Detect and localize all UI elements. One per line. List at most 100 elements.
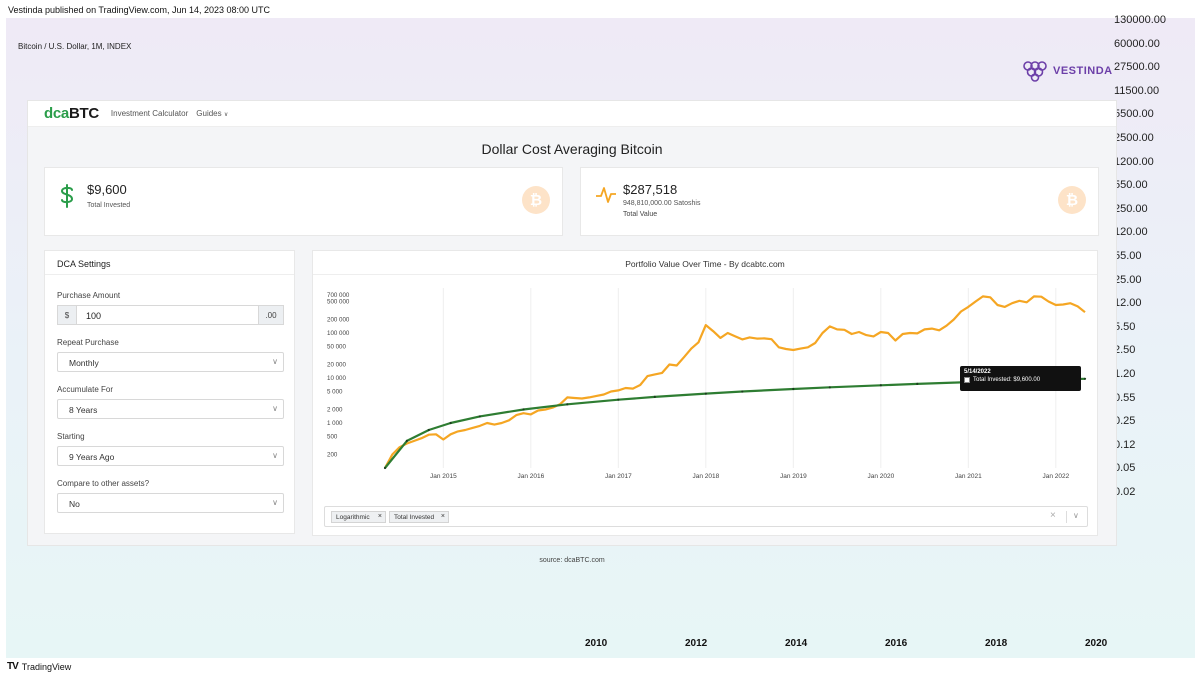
chip-logarithmic[interactable]: Logarithmic × <box>331 511 386 523</box>
x-tick-label: Jan 2021 <box>955 473 982 480</box>
accumulate-for-select[interactable]: 8 Years ∨ <box>57 399 284 419</box>
nav-guides-menu[interactable]: Guides ∨ <box>196 109 228 118</box>
tradingview-footer: TV TradingView <box>7 661 71 672</box>
portfolio-chart-panel: Portfolio Value Over Time - By dcabtc.co… <box>312 250 1098 536</box>
total-invested-label: Total Invested <box>87 202 131 209</box>
time-axis-label: 2018 <box>985 638 1008 649</box>
price-axis-label: 0.55 <box>1114 391 1136 404</box>
chevron-down-icon: ∨ <box>223 112 229 118</box>
purchase-amount-input-group: $ 100 .00 <box>57 305 284 325</box>
chip-logarithmic-label: Logarithmic <box>336 514 370 521</box>
chart-title: Portfolio Value Over Time - By dcabtc.co… <box>313 251 1097 275</box>
x-tick-label: Jan 2022 <box>1042 473 1069 480</box>
time-axis-label: 2020 <box>1085 638 1108 649</box>
price-axis-label: 1.20 <box>1114 368 1136 380</box>
invested-marker <box>879 384 882 387</box>
invested-marker <box>828 386 831 389</box>
tradingview-time-axis: 2010 2012 2014 2016 2018 2020 <box>0 638 1200 654</box>
time-axis-label: 2010 <box>585 638 608 649</box>
chip-remove-icon[interactable]: × <box>377 513 382 520</box>
price-axis-label: 55.00 <box>1114 250 1142 262</box>
total-value-amount: $287,518 <box>623 182 678 197</box>
price-axis-label: 550.00 <box>1114 179 1148 192</box>
tradingview-price-axis: 130000.00 60000.00 27500.00 11500.00 5500.00… <box>1104 8 1200 528</box>
vestinda-grape-icon <box>1023 61 1047 82</box>
invested-marker <box>792 387 795 391</box>
cents-suffix: .00 <box>258 305 284 325</box>
x-tick-label: Jan 2019 <box>780 473 807 480</box>
price-axis-label: 60000.00 <box>1114 37 1160 50</box>
price-axis-label: 5.50 <box>1114 320 1136 333</box>
repeat-purchase-select[interactable]: Monthly ∨ <box>57 352 284 372</box>
y-tick-label: 1 000 <box>327 420 343 427</box>
pulse-icon <box>596 187 616 203</box>
invested-marker <box>405 439 408 443</box>
series-filter-bar[interactable]: Logarithmic × Total Invested × × ∨ <box>324 506 1088 527</box>
dca-settings-heading: DCA Settings <box>45 251 294 275</box>
x-tick-label: Jan 2015 <box>430 473 457 480</box>
invested-marker <box>916 382 919 385</box>
y-tick-label: 50 000 <box>327 344 346 351</box>
x-tick-label: Jan 2016 <box>517 473 544 480</box>
total-value-satoshis: 948,810,000.00 Satoshis <box>623 200 701 207</box>
chip-total-invested[interactable]: Total Invested × <box>389 511 449 523</box>
page-title: Dollar Cost Averaging Bitcoin <box>481 141 663 157</box>
vestinda-brand-name: VESTINDA <box>1053 65 1113 77</box>
accumulate-for-label: Accumulate For <box>57 385 114 394</box>
price-axis-label: 2500.00 <box>1114 132 1154 144</box>
price-axis-label: 0.25 <box>1114 415 1136 428</box>
accumulate-for-value: 8 Years <box>69 405 98 415</box>
compare-assets-value: No <box>69 499 80 509</box>
y-tick-label: 200 000 <box>327 316 350 323</box>
y-tick-label: 100 000 <box>327 330 350 337</box>
total-value-label: Total Value <box>623 211 658 218</box>
invested-marker <box>522 408 525 411</box>
x-tick-label: Jan 2020 <box>867 473 894 480</box>
compare-assets-select[interactable]: No ∨ <box>57 493 284 513</box>
source-note: source: dcaBTC.com <box>539 557 605 564</box>
chevron-down-icon[interactable]: ∨ <box>1073 511 1079 520</box>
price-axis-label: 11500.00 <box>1114 84 1160 97</box>
portfolio-line-chart[interactable]: Jan 2015 Jan 2016 Jan 2017 Jan 2018 Jan 2019… <box>313 276 1097 501</box>
invested-marker <box>1083 377 1087 380</box>
invested-marker <box>653 395 656 399</box>
portfolio-value-line <box>384 295 1086 469</box>
nav-investment-calculator[interactable]: Investment Calculator <box>110 109 189 118</box>
invested-marker <box>449 421 452 425</box>
legend-swatch <box>964 377 970 383</box>
tooltip-series-text: Total Invested: $9,600.00 <box>973 377 1041 383</box>
invested-marker <box>478 415 481 418</box>
price-axis-label: 0.05 <box>1114 462 1136 475</box>
divider <box>1066 511 1067 523</box>
chip-remove-icon[interactable]: × <box>440 513 445 520</box>
tradingview-logo-icon: TV <box>7 661 19 672</box>
dcabtc-logo[interactable]: dcaBTC <box>44 105 99 122</box>
y-tick-label: 2 000 <box>327 406 343 413</box>
symbol-label: Bitcoin / U.S. Dollar, 1M, INDEX <box>18 42 132 51</box>
y-tick-label: 500 000 <box>327 299 350 306</box>
y-tick-label: 20 000 <box>327 361 346 368</box>
total-invested-value: $9,600 <box>87 182 127 197</box>
vestinda-logo: VESTINDA <box>1022 60 1113 82</box>
y-tick-label: 500 <box>327 434 338 441</box>
starting-select[interactable]: 9 Years Ago ∨ <box>57 446 284 466</box>
invested-marker <box>617 398 620 401</box>
navbar: dcaBTC Investment Calculator Guides ∨ <box>28 101 1116 127</box>
price-axis-label: 25.00 <box>1114 273 1142 286</box>
tradingview-header: Vestinda published on TradingView.com, J… <box>8 5 271 15</box>
price-axis-label: 130000.00 <box>1114 14 1166 26</box>
repeat-purchase-value: Monthly <box>69 358 99 368</box>
bitcoin-coin-icon: ₿ <box>522 186 550 214</box>
clear-icon[interactable]: × <box>1050 510 1056 521</box>
compare-assets-label: Compare to other assets? <box>57 479 150 488</box>
price-axis-label: 5500.00 <box>1114 108 1154 121</box>
purchase-amount-input[interactable]: 100 <box>77 305 258 325</box>
chevron-down-icon: ∨ <box>272 451 278 460</box>
chip-total-invested-label: Total Invested <box>394 514 435 521</box>
tradingview-footer-text: TradingView <box>21 661 72 672</box>
price-axis-label: 120.00 <box>1114 226 1148 239</box>
tooltip-series: Total Invested: $9,600.00 <box>964 377 1077 383</box>
price-axis-label: 1200.00 <box>1114 155 1154 168</box>
price-axis-label: 0.12 <box>1114 438 1136 451</box>
price-axis-label: 250.00 <box>1114 202 1148 215</box>
